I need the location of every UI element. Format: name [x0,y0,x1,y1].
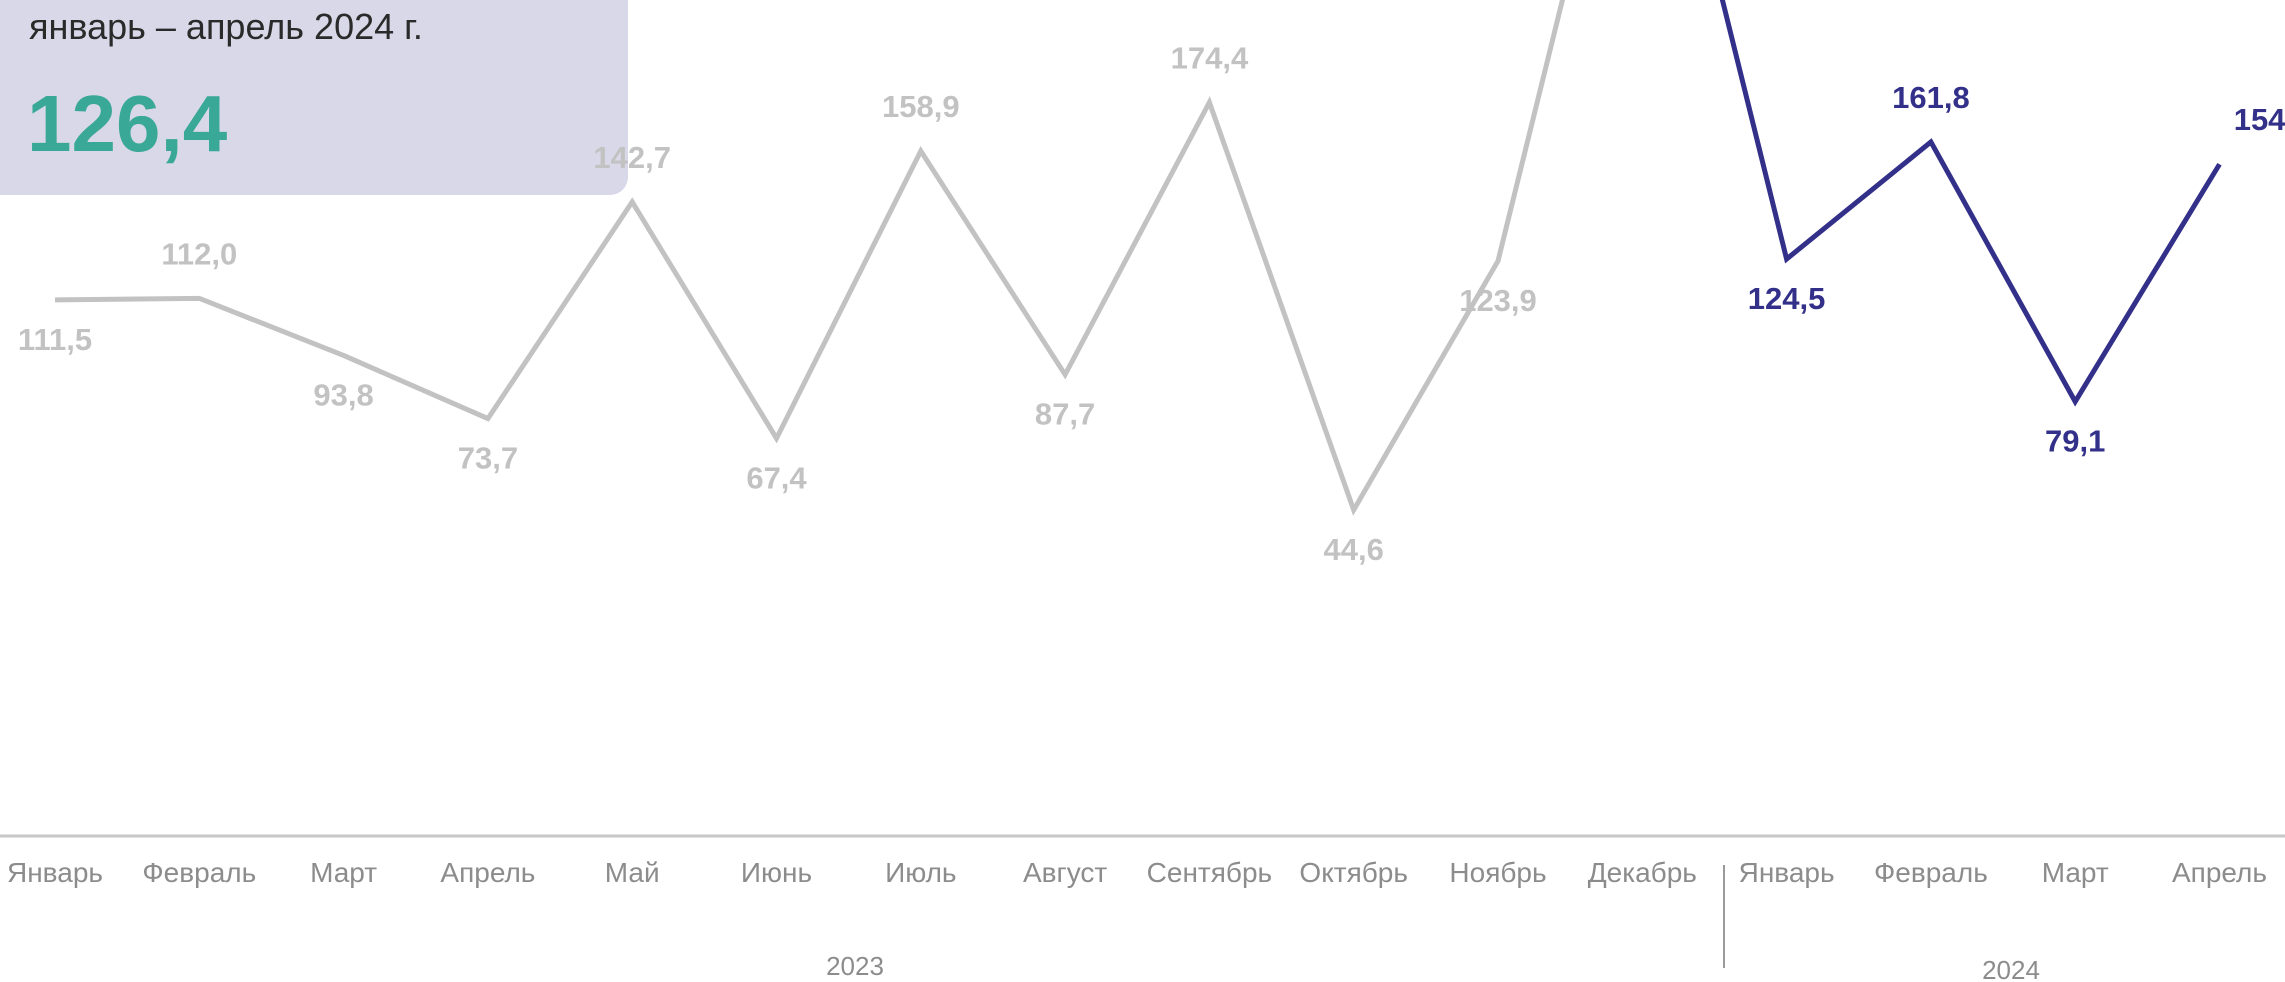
x-tick-label: Июнь [741,857,812,888]
data-label-2023-8: 87,7 [1035,397,1095,432]
data-label-2024-2: 161,8 [1892,80,1970,115]
data-label-2023-5: 142,7 [593,140,671,175]
data-label-2023-4: 73,7 [458,441,518,476]
x-tick-label: Сентябрь [1147,857,1272,888]
series-line-2023 [54,0,1566,516]
x-tick-label: Август [1023,857,1107,888]
series-line-2024 [1719,0,2222,407]
data-label-2023-3: 93,8 [313,377,373,412]
summary-box: январь – апрель 2024 г. 126,4 [0,0,628,195]
data-label-2023-7: 158,9 [882,89,960,124]
data-label-2023-10: 44,6 [1324,532,1384,567]
x-tick-label: Июль [885,857,956,888]
x-tick-label: Май [605,857,660,888]
x-tick-label: Апрель [440,857,535,888]
x-tick-label: Февраль [1874,857,1988,888]
x-tick-label: Январь [7,857,103,888]
x-tick-label: Апрель [2172,857,2267,888]
data-label-2024-4: 154,7 [2234,102,2285,137]
x-tick-label: Ноябрь [1449,857,1546,888]
data-label-2023-11: 123,9 [1459,283,1537,318]
x-tick-label: Февраль [142,857,256,888]
data-label-2023-2: 112,0 [161,236,237,271]
x-tick-label: Октябрь [1299,857,1408,888]
data-label-2024-3: 79,1 [2045,424,2105,459]
summary-period: январь – апрель 2024 г. [29,6,423,47]
data-label-2024-1: 124,5 [1748,281,1826,316]
year-label-2023: 2023 [826,951,884,981]
x-tick-label: Декабрь [1588,857,1697,888]
data-label-2023-9: 174,4 [1171,40,1249,75]
data-label-2023-1: 111,5 [18,322,92,357]
data-label-2023-6: 67,4 [746,460,807,495]
x-tick-label: Январь [1739,857,1835,888]
x-tick-label: Март [2042,857,2109,888]
year-label-2024: 2024 [1982,955,2040,982]
summary-value: 126,4 [27,79,228,168]
x-tick-label: Март [310,857,377,888]
